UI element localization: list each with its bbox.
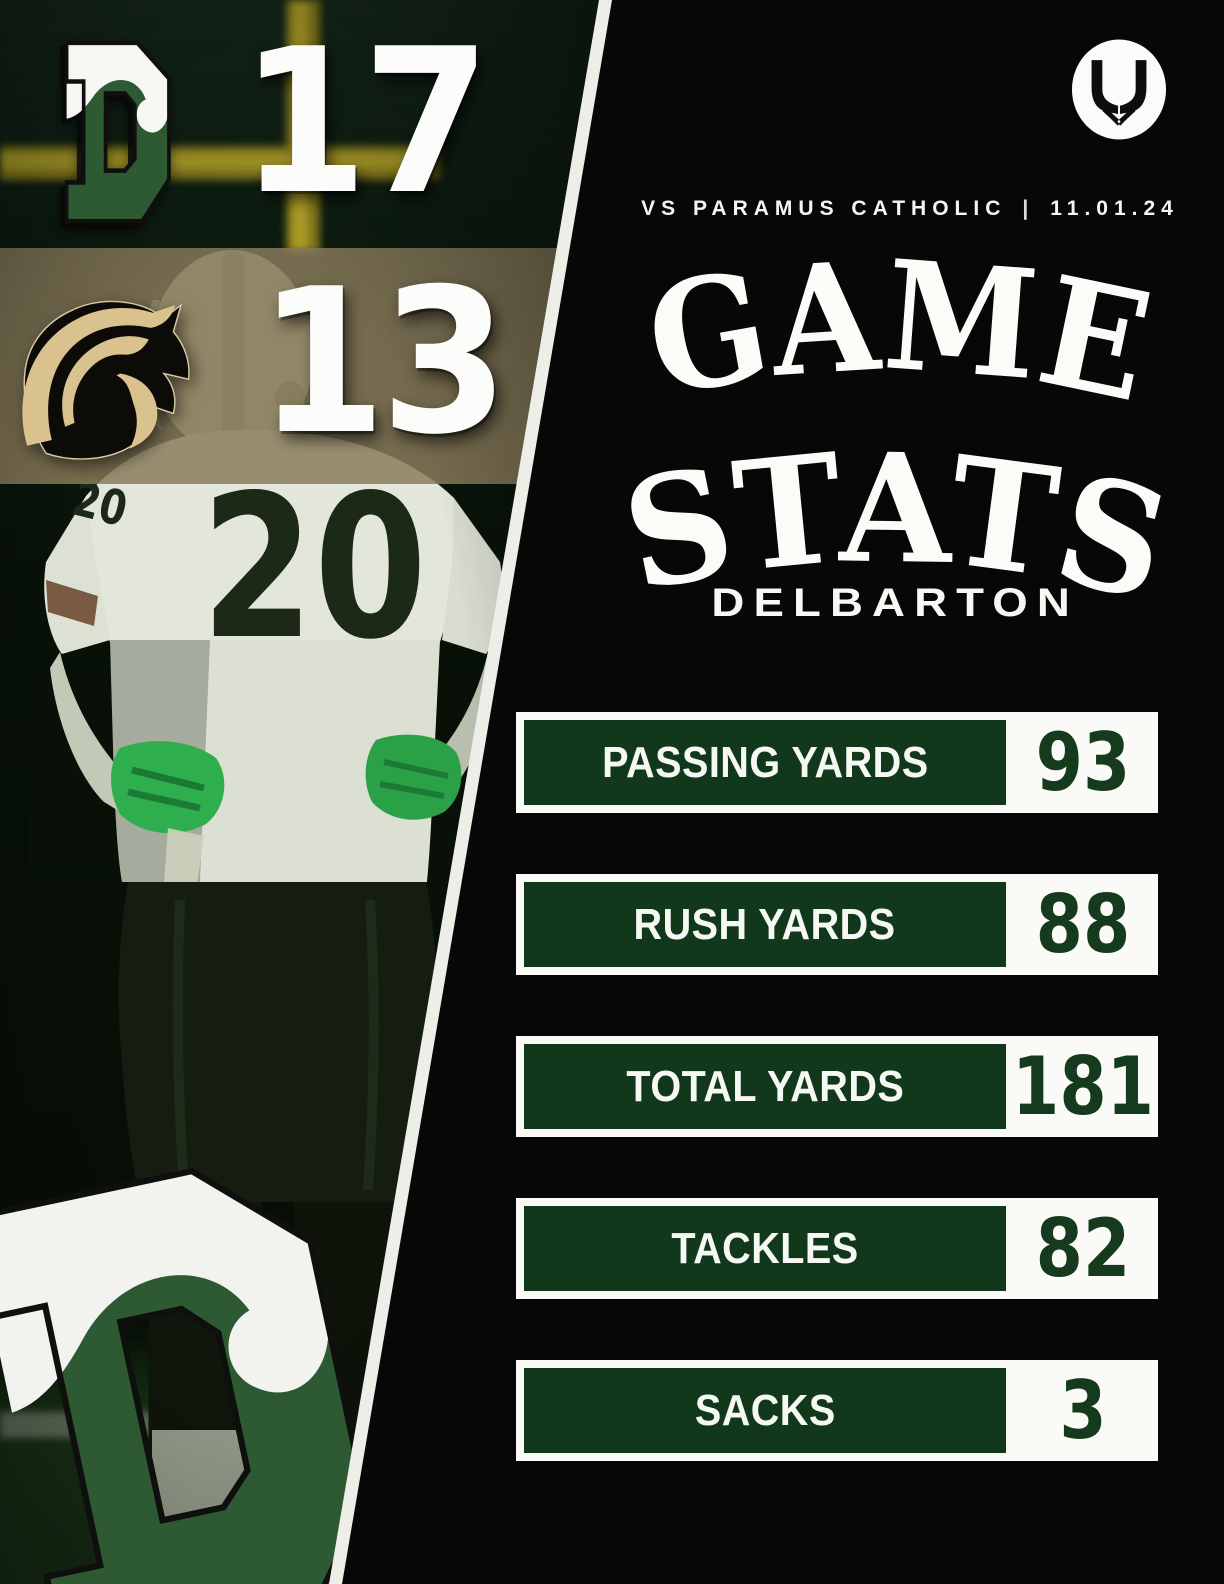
stat-label: TACKLES xyxy=(671,1223,859,1273)
stat-value: 88 xyxy=(1035,878,1131,971)
home-score: 17 xyxy=(240,6,491,239)
stat-label: PASSING YARDS xyxy=(601,737,929,787)
stat-row: PASSING YARDS 93 xyxy=(516,712,1158,813)
delbarton-d-logo xyxy=(64,40,171,224)
title-line1: GAME xyxy=(635,230,1164,436)
matchup-line: VS PARAMUS CATHOLIC | 11.01.24 xyxy=(600,194,1220,224)
spartan-helmet-logo xyxy=(22,300,190,460)
stat-label-box: SACKS xyxy=(524,1368,1006,1453)
stat-value: 93 xyxy=(1035,716,1131,809)
opponent-label: VS PARAMUS CATHOLIC xyxy=(641,197,1007,220)
delbarton-d-logo-large xyxy=(0,1167,369,1584)
team-name-label: DELBARTON xyxy=(711,581,1079,625)
stat-label-box: TACKLES xyxy=(524,1206,1006,1291)
stat-row: SACKS 3 xyxy=(516,1360,1158,1461)
stat-label: SACKS xyxy=(694,1385,836,1435)
stat-label: RUSH YARDS xyxy=(634,899,896,949)
game-date: 11.01.24 xyxy=(1050,197,1179,220)
stat-row: TACKLES 82 xyxy=(516,1198,1158,1299)
svg-text:GAME: GAME xyxy=(635,230,1164,436)
stat-label-box: PASSING YARDS xyxy=(524,720,1006,805)
stat-row: TOTAL YARDS 181 xyxy=(516,1036,1158,1137)
stat-label-box: TOTAL YARDS xyxy=(524,1044,1006,1129)
page-title: GAME STATS xyxy=(610,230,1170,630)
away-score: 13 xyxy=(258,246,509,479)
stat-label-box: RUSH YARDS xyxy=(524,882,1006,967)
stats-list: PASSING YARDS 93 RUSH YARDS 88 TOTAL YAR… xyxy=(516,712,1158,1461)
stat-value: 3 xyxy=(1059,1364,1107,1457)
stat-value: 82 xyxy=(1035,1202,1131,1295)
open-book-logo-icon xyxy=(1071,39,1167,140)
separator: | xyxy=(1022,197,1035,220)
team-name: DELBARTON xyxy=(610,582,1180,624)
stat-value: 181 xyxy=(1012,1040,1154,1133)
stat-row: RUSH YARDS 88 xyxy=(516,874,1158,975)
stat-label: TOTAL YARDS xyxy=(626,1061,904,1111)
